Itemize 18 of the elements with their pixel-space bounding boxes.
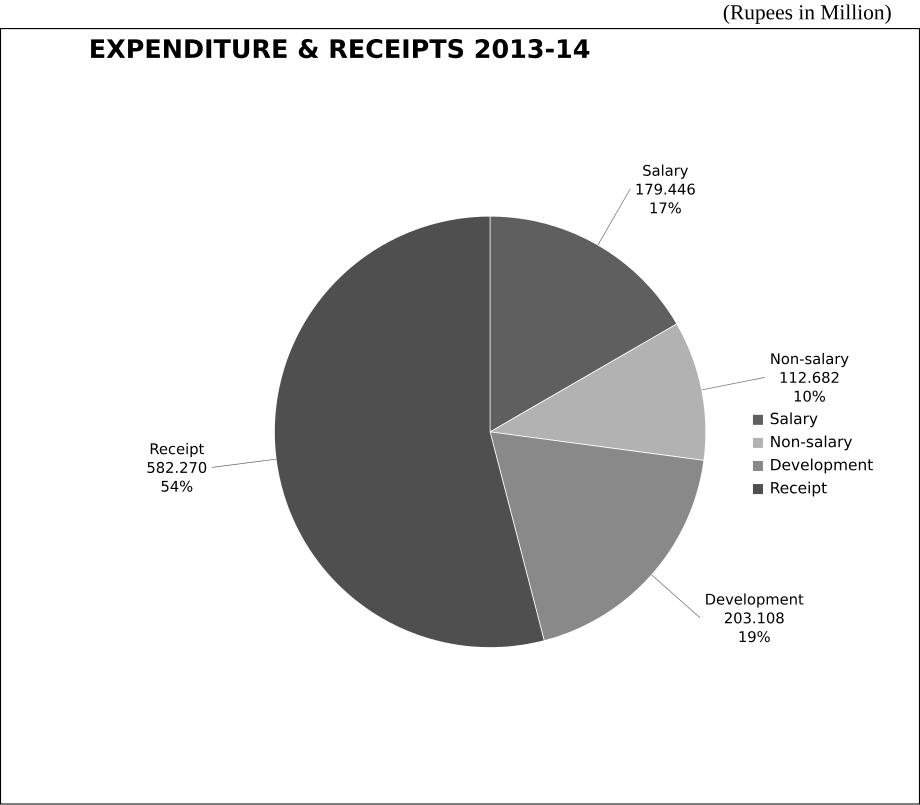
slice-label: Development: [706, 594, 804, 608]
legend-label: Non-salary: [771, 436, 852, 451]
data-label: 582.270: [148, 462, 206, 474]
slice-label: Non-salary: [771, 353, 849, 368]
chart-subtitle: (Rupees in Million): [724, 4, 891, 24]
text: 17%: [650, 202, 681, 214]
legend-label: Receipt: [771, 482, 827, 497]
data-label: 179.446: [636, 184, 695, 195]
text: 19%: [740, 631, 770, 642]
slice-label: Receipt: [150, 443, 204, 458]
chart-title: EXPENDITURE & RECEIPTS 2013-14: [91, 39, 590, 58]
data-label: 112.682: [780, 372, 838, 384]
legend-label: Development: [771, 458, 873, 474]
slice-label: Salary: [643, 164, 688, 180]
data-label: 203.108: [724, 612, 784, 624]
legend-label: Salary: [770, 412, 818, 428]
text: 54%: [162, 480, 192, 492]
text: 10%: [794, 390, 825, 402]
